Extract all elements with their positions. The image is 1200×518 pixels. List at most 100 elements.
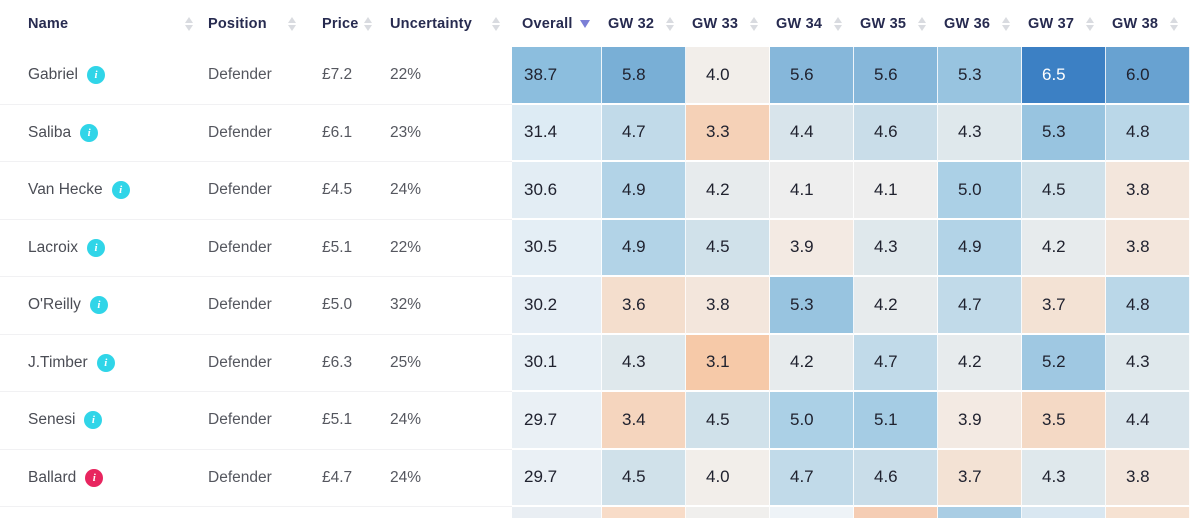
gw-points-cell: 5.6 (770, 47, 854, 105)
gw-points-cell: 3.3 (686, 104, 770, 162)
gw-points-cell: 3.5 (1022, 392, 1106, 450)
price-cell: £5.0 (308, 277, 380, 335)
overall-points-cell: 31.4 (512, 104, 602, 162)
price-cell: £5.1 (308, 220, 380, 277)
price-cell: £6.3 (308, 335, 380, 392)
gw-points-cell: 4.3 (602, 334, 686, 392)
player-name: Saliba (28, 123, 72, 141)
player-name-cell: Lacroix i (0, 220, 205, 277)
partial-cell (602, 507, 686, 518)
gw-points-cell: 4.5 (1022, 162, 1106, 220)
gw-points-cell: 4.7 (938, 277, 1022, 335)
column-label: Position (208, 15, 267, 32)
column-label: GW 36 (944, 15, 991, 32)
column-header-gw36[interactable]: GW 36 (938, 0, 1022, 47)
gw-points-cell: 4.7 (602, 104, 686, 162)
gw-points-cell: 4.3 (854, 219, 938, 277)
price-cell: £4.7 (308, 450, 380, 507)
partial-cell (1106, 507, 1190, 518)
player-info-icon[interactable]: i (86, 66, 105, 85)
player-name-cell: Van Hecke i (0, 162, 205, 220)
sort-icon (918, 16, 926, 31)
gw-points-cell: 4.9 (938, 219, 1022, 277)
gw-points-cell: 3.7 (938, 449, 1022, 507)
player-name: Van Hecke (28, 181, 103, 199)
price-cell: £5.1 (308, 392, 380, 450)
table-row: Ballard i Defender £4.7 24% 29.7 4.5 4.0 4.7 4.6 3… (0, 449, 1200, 507)
column-header-gw34[interactable]: GW 34 (770, 0, 854, 47)
column-header-gw35[interactable]: GW 35 (854, 0, 938, 47)
player-info-icon[interactable]: i (85, 468, 104, 487)
gw-points-cell: 3.1 (686, 334, 770, 392)
column-label: GW 33 (692, 15, 739, 32)
player-info-icon[interactable]: i (84, 411, 103, 430)
column-label: Overall (522, 15, 573, 32)
partial-cell (938, 507, 1022, 518)
column-label: GW 38 (1112, 15, 1159, 32)
column-header-gw33[interactable]: GW 33 (686, 0, 770, 47)
column-header-gw37[interactable]: GW 37 (1022, 0, 1106, 47)
table-row: Lacroix i Defender £5.1 22% 30.5 4.9 4.5 3.9 4.3 4… (0, 219, 1200, 277)
gw-points-cell: 5.3 (770, 277, 854, 335)
column-label: Price (322, 15, 359, 32)
column-header-gw38[interactable]: GW 38 (1106, 0, 1190, 47)
player-info-icon[interactable]: i (89, 296, 108, 315)
player-name: Senesi (28, 411, 76, 429)
sort-icon (364, 16, 373, 31)
player-name: O'Reilly (28, 296, 81, 314)
gw-points-cell: 4.1 (854, 162, 938, 220)
overall-points-cell: 30.1 (512, 334, 602, 392)
column-header-gw32[interactable]: GW 32 (602, 0, 686, 47)
player-name: Lacroix (28, 238, 78, 256)
gw-points-cell: 4.5 (686, 219, 770, 277)
uncertainty-cell: 32% (380, 277, 512, 335)
gw-points-cell: 4.6 (854, 104, 938, 162)
column-header-position[interactable]: Position (205, 0, 308, 47)
gw-points-cell: 3.8 (1106, 219, 1190, 277)
position-cell: Defender (205, 220, 308, 277)
column-header-name[interactable]: Name (0, 0, 205, 47)
column-header-price[interactable]: Price (308, 0, 380, 47)
player-info-icon[interactable]: i (86, 238, 105, 257)
position-cell: Defender (205, 450, 308, 507)
player-name: J.Timber (28, 353, 88, 371)
column-header-uncertainty[interactable]: Uncertainty (380, 0, 512, 47)
sort-icon (288, 16, 296, 31)
player-info-icon[interactable]: i (96, 353, 115, 372)
overall-points-cell: 29.7 (512, 392, 602, 450)
gw-points-cell: 4.0 (686, 47, 770, 105)
table-row: O'Reilly i Defender £5.0 32% 30.2 3.6 3.8 5.3 4.2… (0, 277, 1200, 335)
gw-points-cell: 5.0 (770, 392, 854, 450)
gw-points-cell: 3.9 (938, 392, 1022, 450)
gw-points-cell: 4.2 (686, 162, 770, 220)
uncertainty-cell: 22% (380, 47, 512, 105)
table-row: J.Timber i Defender £6.3 25% 30.1 4.3 3.1 4.2 4.7… (0, 334, 1200, 392)
uncertainty-cell: 23% (380, 105, 512, 162)
gw-points-cell: 4.3 (1106, 334, 1190, 392)
uncertainty-cell: 24% (380, 392, 512, 450)
overall-points-cell: 29.7 (512, 449, 602, 507)
sort-icon (492, 16, 500, 31)
gw-points-cell: 4.2 (854, 277, 938, 335)
player-name-cell: Ballard i (0, 450, 205, 507)
gw-points-cell: 4.2 (770, 334, 854, 392)
player-info-icon[interactable]: i (111, 181, 130, 200)
gw-points-cell: 4.6 (854, 449, 938, 507)
column-header-overall[interactable]: Overall (512, 0, 602, 47)
sort-icon (666, 16, 674, 31)
gw-points-cell: 5.2 (1022, 334, 1106, 392)
player-name-cell: Gabriel i (0, 47, 205, 105)
gw-points-cell: 5.0 (938, 162, 1022, 220)
position-cell: Defender (205, 47, 308, 105)
player-info-icon[interactable]: i (80, 123, 99, 142)
gw-points-cell: 5.1 (854, 392, 938, 450)
partial-next-row (0, 507, 1200, 518)
position-cell: Defender (205, 277, 308, 335)
gw-points-cell: 3.8 (686, 277, 770, 335)
table-row: Saliba i Defender £6.1 23% 31.4 4.7 3.3 4.4 4.6 4.… (0, 104, 1200, 162)
position-cell: Defender (205, 392, 308, 450)
sort-icon (750, 16, 758, 31)
overall-points-cell: 30.2 (512, 277, 602, 335)
sort-icon (834, 16, 842, 31)
gw-points-cell: 4.7 (854, 334, 938, 392)
